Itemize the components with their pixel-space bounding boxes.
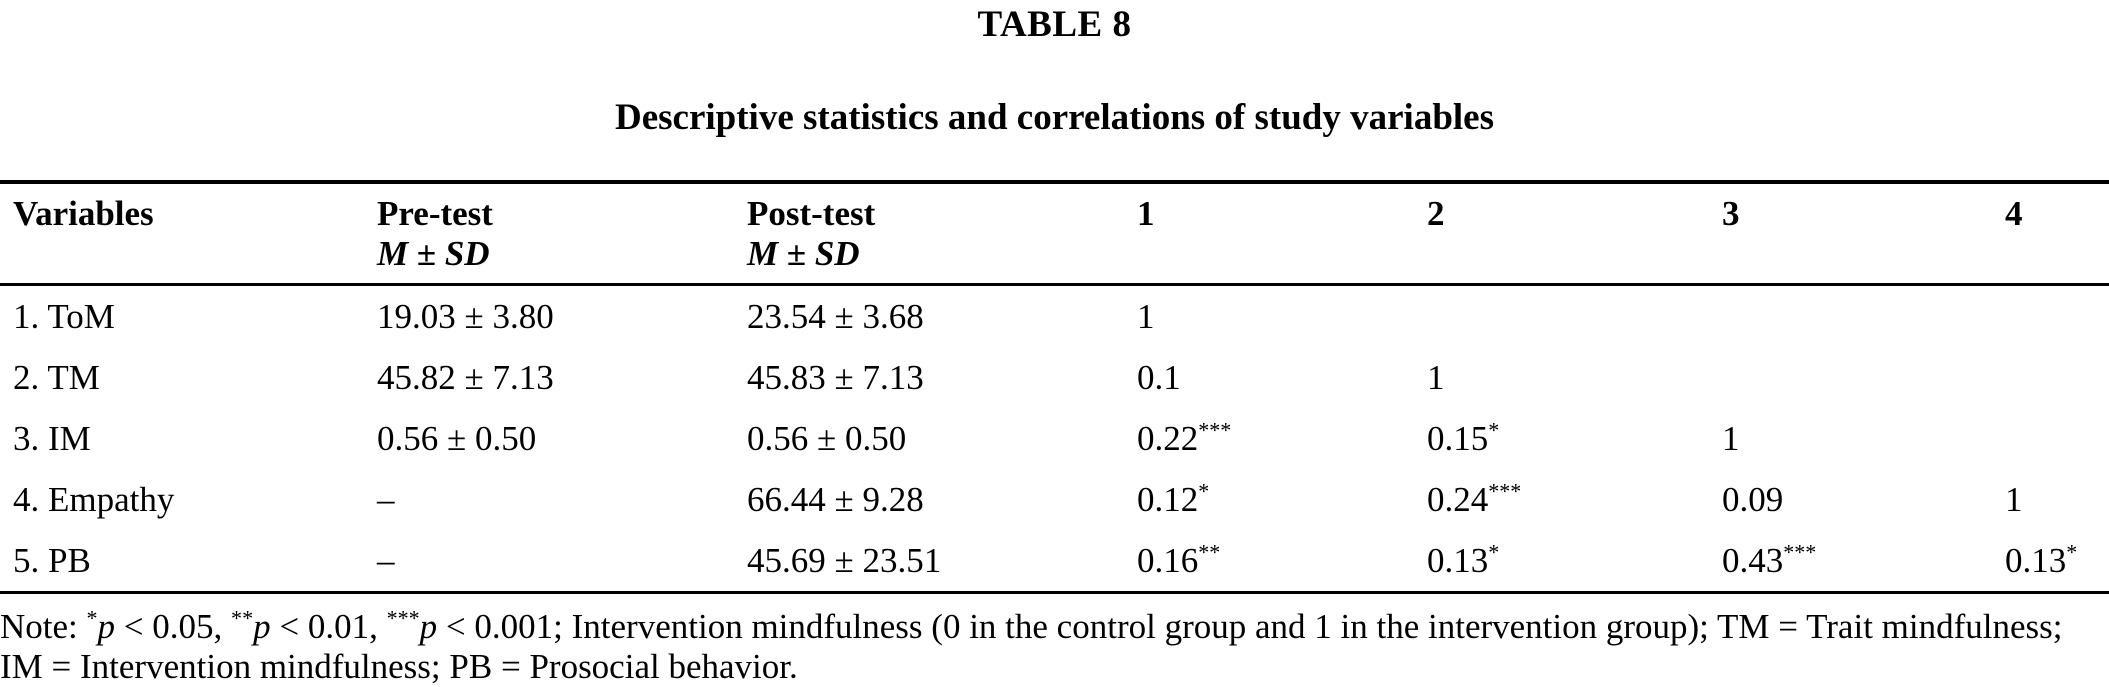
table-row-pb: 5. PB – 45.69 ± 23.51 0.16** 0.13* 0.43*…	[0, 530, 2109, 593]
corr-3	[1722, 285, 2005, 348]
header-pretest-msd: M ± SD	[377, 234, 490, 273]
note-sig3-rest: < 0.001;	[437, 607, 572, 646]
pretest-value: –	[377, 479, 395, 519]
note-sig1-p: p	[97, 607, 116, 646]
pretest-value: 0.56 ± 0.50	[377, 418, 537, 458]
table-title: TABLE 8	[977, 4, 1132, 45]
table-row-tom: 1. ToM 19.03 ± 3.80 23.54 ± 3.68 1	[0, 285, 2109, 348]
pretest-value: 45.82 ± 7.13	[377, 357, 554, 397]
note-sig2-stars: **	[231, 605, 254, 631]
header-variables: Variables	[13, 194, 154, 233]
corr-2: 0.13*	[1427, 538, 1500, 580]
note-prefix: Note:	[0, 607, 87, 646]
corr-3	[1722, 347, 2005, 408]
table-row-tm: 2. TM 45.82 ± 7.13 45.83 ± 7.13 0.1 1	[0, 347, 2109, 408]
note-tail: Intervention mindfulness (0 in the contr…	[0, 607, 2063, 686]
corr-2: 1	[1427, 357, 1445, 397]
table-body: 1. ToM 19.03 ± 3.80 23.54 ± 3.68 1 2. TM…	[0, 285, 2109, 593]
pretest-value: –	[377, 540, 395, 580]
header-col-4: 4	[2005, 194, 2023, 233]
corr-2	[1427, 285, 1722, 348]
row-label: 4. Empathy	[13, 479, 175, 519]
table-header: Variables Pre-test M ± SD Post-test M ± SD…	[0, 182, 2109, 285]
header-col-1: 1	[1137, 194, 1155, 233]
significance-stars: *	[1198, 477, 1210, 503]
posttest-value: 0.56 ± 0.50	[747, 418, 907, 458]
row-label: 1. ToM	[13, 296, 115, 336]
posttest-value: 45.69 ± 23.51	[747, 540, 942, 580]
table-row-empathy: 4. Empathy – 66.44 ± 9.28 0.12* 0.24*** …	[0, 469, 2109, 530]
header-pretest: Pre-test M ± SD	[377, 182, 747, 285]
header-col-3: 3	[1722, 194, 1740, 233]
significance-stars: *	[2066, 538, 2078, 564]
pretest-value: 19.03 ± 3.80	[377, 296, 554, 336]
row-label: 5. PB	[13, 540, 91, 580]
corr-4: 1	[2005, 479, 2023, 519]
corr-3: 1	[1722, 418, 1740, 458]
header-posttest-msd: M ± SD	[747, 234, 860, 273]
significance-stars: ***	[1783, 538, 1817, 564]
corr-4: 0.13*	[2005, 538, 2078, 580]
header-pretest-label: Pre-test	[377, 194, 493, 233]
note-sig1-rest: < 0.05,	[115, 607, 232, 646]
note-sig2-p: p	[253, 607, 271, 646]
significance-stars: *	[1488, 538, 1500, 564]
header-posttest: Post-test M ± SD	[747, 182, 1137, 285]
significance-stars: *	[1488, 416, 1500, 442]
note-sig3-p: p	[419, 607, 438, 646]
corr-2: 0.24***	[1427, 477, 1522, 519]
significance-stars: **	[1198, 538, 1221, 564]
posttest-value: 66.44 ± 9.28	[747, 479, 924, 519]
table-row-im: 3. IM 0.56 ± 0.50 0.56 ± 0.50 0.22*** 0.…	[0, 408, 2109, 469]
posttest-value: 23.54 ± 3.68	[747, 296, 924, 336]
corr-2: 0.15*	[1427, 416, 1500, 458]
note-sig1-stars: *	[86, 605, 98, 631]
row-label: 2. TM	[13, 357, 100, 397]
corr-1: 0.12*	[1137, 477, 1210, 519]
significance-stars: ***	[1198, 416, 1232, 442]
table-subtitle: Descriptive statistics and correlations …	[614, 97, 1495, 138]
significance-stars: ***	[1488, 477, 1522, 503]
corr-4	[2005, 408, 2109, 469]
corr-4	[2005, 285, 2109, 348]
table-note: Note: *p < 0.05, **p < 0.01, ***p < 0.00…	[0, 607, 2109, 687]
corr-3: 0.43***	[1722, 538, 1817, 580]
note-sig2-rest: < 0.01,	[270, 607, 387, 646]
row-label: 3. IM	[13, 418, 91, 458]
note-sig3-stars: ***	[386, 605, 420, 631]
header-posttest-label: Post-test	[747, 194, 876, 233]
statistics-table: Variables Pre-test M ± SD Post-test M ± SD…	[0, 180, 2109, 594]
corr-1: 0.1	[1137, 357, 1181, 397]
posttest-value: 45.83 ± 7.13	[747, 357, 924, 397]
header-row: Variables Pre-test M ± SD Post-test M ± SD…	[0, 182, 2109, 285]
corr-1: 1	[1137, 296, 1155, 336]
corr-3: 0.09	[1722, 479, 1784, 519]
header-col-2: 2	[1427, 194, 1445, 233]
corr-4	[2005, 347, 2109, 408]
corr-1: 0.22***	[1137, 416, 1232, 458]
corr-1: 0.16**	[1137, 538, 1221, 580]
